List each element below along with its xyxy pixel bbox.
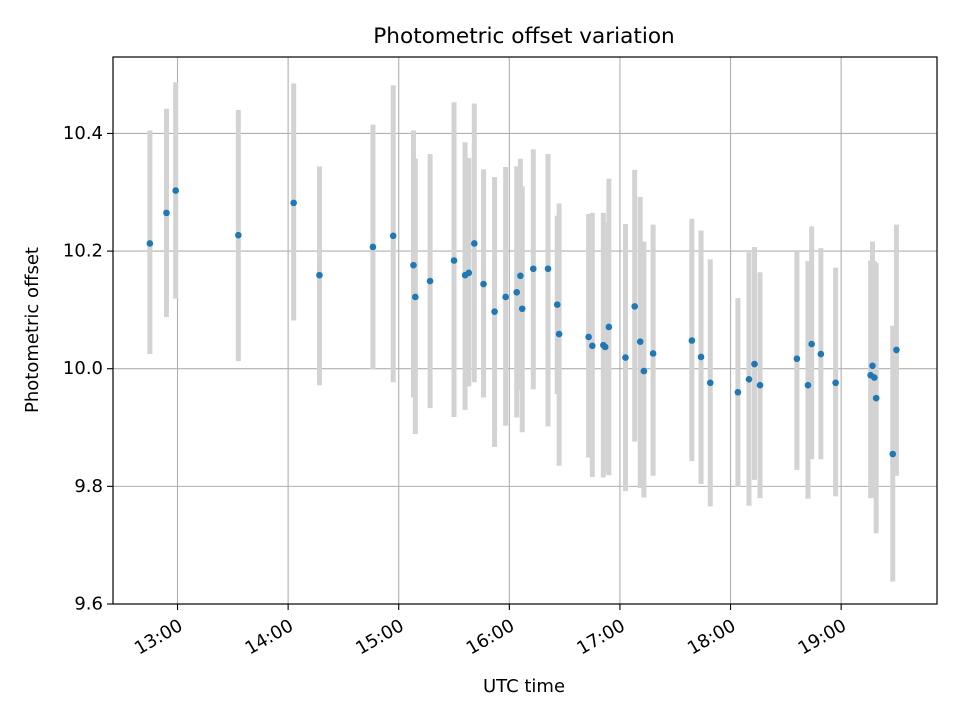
y-tick-label: 10.4: [63, 123, 103, 144]
x-axis-title: UTC time: [483, 676, 565, 697]
data-point: [513, 288, 521, 296]
data-point: [553, 301, 561, 308]
y-tick-label: 10.0: [63, 358, 103, 379]
data-point: [889, 450, 897, 458]
data-point: [172, 187, 179, 194]
data-point: [491, 308, 498, 315]
data-point: [369, 243, 377, 251]
data-point: [502, 293, 509, 301]
data-point: [163, 209, 170, 217]
y-tick-label: 9.8: [74, 476, 103, 497]
data-point: [872, 394, 880, 402]
data-point: [290, 199, 297, 207]
data-point: [804, 381, 812, 389]
data-point: [649, 350, 657, 357]
data-point: [517, 272, 524, 280]
data-point: [555, 330, 563, 338]
chart-title: Photometric offset variation: [373, 24, 674, 49]
data-point: [745, 376, 753, 383]
data-point: [688, 337, 696, 344]
y-tick-label: 10.2: [63, 241, 103, 262]
data-point: [605, 323, 613, 331]
data-point: [636, 338, 644, 345]
data-point: [622, 354, 629, 361]
data-point: [410, 261, 417, 269]
data-point: [588, 342, 596, 350]
y-tick-label: 9.6: [74, 594, 103, 615]
data-point: [480, 280, 487, 288]
data-point: [756, 381, 764, 389]
data-point: [808, 340, 815, 348]
data-point: [529, 265, 537, 273]
data-point: [471, 240, 478, 247]
data-point: [601, 343, 609, 351]
data-point: [465, 269, 473, 277]
plot-frame: [112, 56, 938, 605]
data-point: [450, 257, 458, 264]
data-point: [235, 231, 242, 239]
y-axis-title: Photometric offset: [22, 247, 43, 413]
plot-background: [113, 57, 937, 604]
data-point: [832, 379, 839, 387]
data-point: [146, 240, 154, 247]
data-point: [893, 346, 900, 354]
data-point: [631, 303, 638, 310]
data-point: [426, 277, 434, 285]
data-point: [706, 379, 714, 387]
data-point: [869, 362, 876, 370]
point-layer: [146, 187, 900, 458]
data-point: [817, 350, 825, 358]
data-point: [697, 353, 705, 361]
plot-area: 13:00 14:00 15:00 16:00 17:00 18:00 19:00 9.69…: [63, 56, 938, 659]
data-point: [316, 271, 323, 279]
data-point: [871, 374, 878, 381]
data-point: [734, 388, 742, 396]
data-point: [751, 360, 758, 368]
data-point: [544, 265, 552, 273]
data-point: [585, 333, 592, 341]
y-axis-ticks: 9.6 9.8 10.0 10.2 10.4: [63, 123, 113, 615]
data-point: [793, 355, 801, 363]
data-point: [412, 293, 419, 301]
data-point: [518, 305, 526, 313]
data-point: [389, 232, 397, 240]
data-point: [640, 367, 648, 375]
